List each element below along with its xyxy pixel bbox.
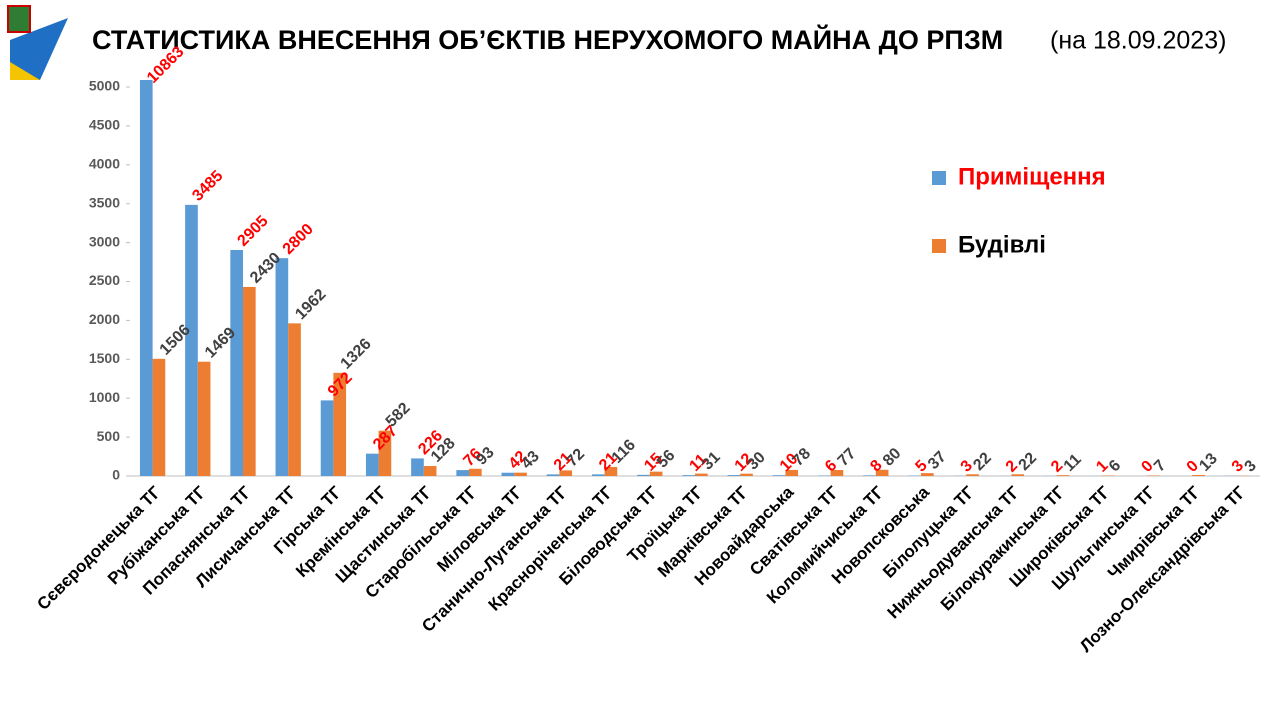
bar (514, 473, 527, 476)
data-label: 3 (1242, 457, 1260, 475)
y-tick-label: 3000 (89, 233, 120, 249)
legend-swatch (932, 239, 946, 253)
bar (198, 362, 211, 476)
data-label: 1326 (338, 335, 375, 372)
bar (411, 458, 424, 476)
bar (185, 205, 198, 476)
data-label: 3485 (189, 167, 226, 204)
bar (366, 454, 379, 476)
y-tick-label: 4000 (89, 156, 120, 172)
data-label: 972 (325, 369, 356, 400)
data-label: 2800 (280, 221, 317, 258)
bar (243, 287, 256, 476)
bar (321, 400, 334, 476)
data-label: 1962 (292, 286, 329, 323)
bar (288, 323, 301, 476)
bar (276, 258, 289, 476)
bar (230, 250, 243, 476)
bar (592, 474, 605, 476)
data-label: 6 (1106, 457, 1124, 475)
y-tick-label: 1000 (89, 389, 120, 405)
y-tick-label: 0 (112, 467, 120, 483)
x-tick-label: Лозно-Олександрівська ТГ (1076, 482, 1250, 656)
y-tick-label: 2000 (89, 311, 120, 327)
data-label: 77 (835, 445, 860, 470)
bar (424, 466, 437, 476)
bar (863, 475, 876, 476)
data-label: 2905 (234, 213, 271, 250)
chart-subtitle: (на 18.09.2023) (1050, 27, 1226, 55)
legend-swatch (932, 171, 946, 185)
bar (456, 470, 469, 476)
y-tick-label: 3500 (89, 194, 120, 210)
y-tick-label: 500 (97, 428, 121, 444)
data-label: 80 (880, 445, 905, 470)
bar (153, 359, 166, 476)
legend-label: Будівлі (958, 231, 1046, 258)
chart-title: СТАТИСТИКА ВНЕСЕННЯ ОБ’ЄКТІВ НЕРУХОМОГО … (92, 24, 1003, 55)
y-tick-label: 4500 (89, 117, 120, 133)
bar (682, 475, 695, 476)
data-label: 7 (1151, 457, 1169, 475)
bar (637, 475, 650, 476)
bar (502, 473, 515, 476)
logo (8, 6, 68, 80)
y-tick-label: 1500 (89, 350, 120, 366)
legend-label: Приміщення (958, 163, 1106, 190)
y-tick-label: 5000 (89, 78, 120, 94)
bar (728, 475, 741, 476)
bar (469, 469, 482, 476)
y-tick-label: 2500 (89, 272, 120, 288)
bar (547, 474, 560, 476)
bar (773, 475, 786, 476)
data-label: 43 (518, 448, 543, 473)
